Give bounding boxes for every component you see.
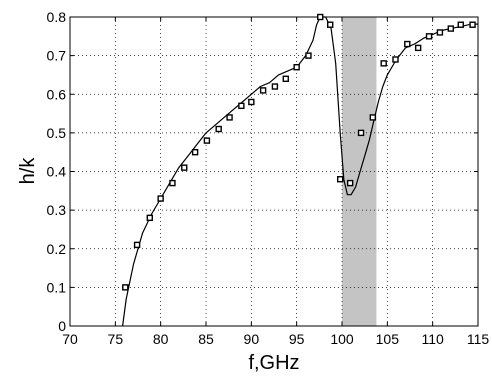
data-point — [414, 44, 422, 52]
y-tick-label: 0.7 — [47, 48, 67, 64]
data-point — [146, 214, 153, 222]
data-point — [259, 87, 267, 94]
data-point — [457, 21, 464, 28]
x-tick-label: 70 — [62, 331, 78, 347]
data-point — [157, 195, 164, 202]
x-tick-label: 90 — [244, 331, 260, 347]
data-point — [447, 25, 454, 32]
y-tick-label: 0.6 — [47, 86, 67, 102]
y-tick-label: 0.8 — [47, 9, 67, 25]
data-point — [169, 179, 176, 187]
data-point — [336, 176, 344, 183]
data-point — [404, 40, 411, 48]
data-point — [327, 21, 334, 28]
data-point — [238, 102, 245, 110]
y-tick-labels: 0 0.1 0.2 0.3 0.4 0.5 0.6 0.7 0.8 — [47, 9, 67, 334]
data-point — [380, 60, 387, 67]
x-tick-label: 95 — [289, 331, 305, 347]
y-tick-label: 0 — [58, 318, 66, 334]
data-point — [357, 129, 365, 137]
x-tick-label: 100 — [330, 331, 354, 347]
x-tick-label: 80 — [153, 331, 169, 347]
y-tick-label: 0.2 — [47, 241, 67, 257]
data-point — [436, 29, 444, 36]
data-point — [271, 83, 279, 90]
x-tick-label: 105 — [376, 331, 400, 347]
data-point — [425, 33, 433, 40]
data-point — [369, 114, 377, 121]
marker-layer — [122, 13, 476, 291]
x-tick-label: 75 — [108, 331, 124, 347]
data-point — [181, 164, 188, 171]
data-point — [122, 284, 129, 291]
data-point — [293, 64, 300, 71]
data-point — [346, 179, 354, 187]
y-axis-label: h/k — [17, 157, 39, 185]
data-point — [392, 56, 399, 63]
data-point — [203, 137, 211, 144]
data-point — [133, 241, 141, 249]
data-point — [191, 148, 199, 156]
data-point — [305, 52, 312, 59]
y-tick-label: 0.5 — [47, 125, 67, 141]
x-tick-label: 85 — [198, 331, 214, 347]
x-axis-label: f,GHz — [248, 352, 299, 374]
data-point — [317, 13, 324, 21]
data-point — [282, 75, 289, 83]
tick-mark-layer — [69, 16, 479, 327]
y-tick-label: 0.1 — [47, 279, 67, 295]
data-point — [215, 125, 222, 133]
x-tick-label: 110 — [422, 331, 445, 347]
data-point — [469, 21, 476, 28]
x-tick-labels: 70 75 80 85 90 95 100 105 110 115 — [62, 331, 489, 347]
data-point — [248, 98, 255, 106]
shaded-band — [342, 17, 377, 326]
y-tick-label: 0.3 — [47, 202, 67, 218]
shaded-band-layer — [342, 17, 377, 326]
y-tick-label: 0.4 — [47, 164, 67, 180]
x-tick-label: 115 — [467, 331, 490, 347]
data-point — [226, 114, 233, 121]
